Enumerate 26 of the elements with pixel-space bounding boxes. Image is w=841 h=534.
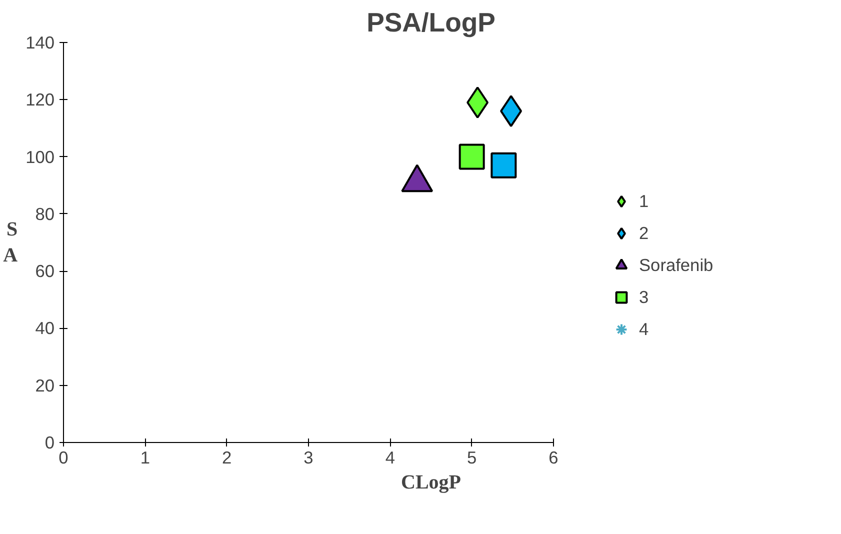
legend-label: 1 bbox=[639, 190, 650, 212]
y-axis-title: S A bbox=[3, 218, 18, 267]
x-tick-label: 2 bbox=[222, 448, 232, 468]
point bbox=[458, 144, 485, 170]
y-tick-label: 0 bbox=[44, 432, 55, 452]
x-tick-label: 5 bbox=[467, 448, 477, 468]
x-tick-label: 3 bbox=[304, 448, 314, 468]
y-tick-label: 20 bbox=[35, 375, 55, 396]
y-tick-label: 140 bbox=[26, 32, 55, 52]
x-tick-label: 4 bbox=[385, 448, 396, 468]
y-tick-label: 100 bbox=[26, 146, 55, 167]
legend-label: 4 bbox=[639, 318, 650, 340]
x-tick-label: 0 bbox=[58, 448, 68, 468]
x-tick-label: 1 bbox=[140, 448, 150, 468]
y-tick-label: 40 bbox=[35, 318, 55, 338]
point bbox=[466, 86, 489, 118]
y-tick-label: 60 bbox=[35, 261, 55, 282]
chart-title: PSA/LogP bbox=[366, 8, 496, 38]
x-axis-title: CLogP bbox=[401, 472, 461, 494]
legend-label: 2 bbox=[639, 222, 650, 244]
y-tick-label: 120 bbox=[26, 90, 55, 110]
y-tick-label: 80 bbox=[35, 204, 55, 224]
x-tick-label: 6 bbox=[548, 448, 558, 468]
legend-label: 3 bbox=[639, 286, 650, 308]
point bbox=[490, 152, 517, 178]
legend-label: Sorafenib bbox=[639, 254, 714, 276]
